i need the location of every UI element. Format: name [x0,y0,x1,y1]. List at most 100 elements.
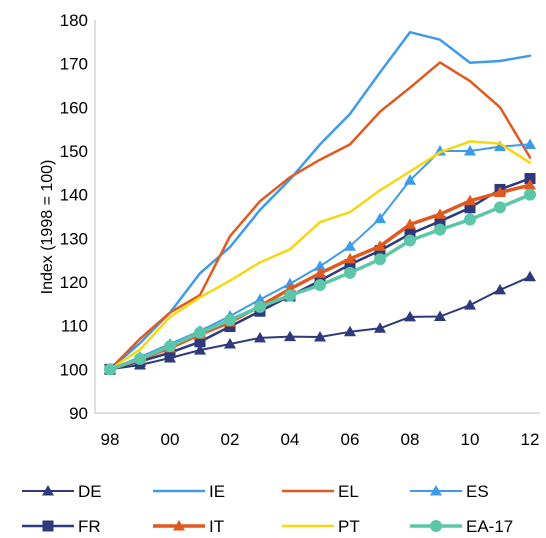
series-line-ie [108,30,532,371]
y-axis-title: Index (1998 = 100) [39,160,56,295]
legend-label-ea-17: EA-17 [466,517,513,536]
data-point-es [524,138,536,149]
data-point-es [344,240,356,251]
data-point-fr [164,347,176,359]
data-point-es [374,212,386,224]
series-line-pt [108,140,532,371]
legend-item-el: EL [282,482,359,501]
data-point-ea-17 [464,213,476,226]
data-point-es [254,293,266,304]
data-point-de [434,310,446,321]
y-tick-label: 140 [60,186,88,205]
x-tick-label: 08 [401,430,420,449]
data-point-fr [434,215,446,227]
data-point-de [494,283,506,295]
legend-label-es: ES [466,482,489,501]
series-pt [108,140,532,371]
y-tick-label: 100 [60,360,88,379]
x-tick-label: 02 [221,430,240,449]
data-point-ea-17 [254,300,266,313]
y-tick-label: 130 [60,229,88,248]
series-layer [104,30,536,376]
data-point-es [404,174,416,185]
x-tick-label: 00 [161,430,180,449]
data-point-ea-17 [344,266,356,279]
legend: DE IE EL ES FR IT PT EA-17 [22,482,513,536]
data-point-fr [344,259,356,271]
data-point-fr [464,202,476,214]
y-tick-label: 110 [61,317,88,336]
data-point-ea-17 [104,363,116,376]
data-point-ea-17 [224,313,236,326]
series-ie [108,30,532,371]
legend-item-ie: IE [153,482,225,501]
y-tick-label: 150 [60,142,88,161]
data-point-ea-17 [314,279,326,292]
x-tick-label: 12 [521,430,540,449]
legend-label-fr: FR [78,517,101,536]
data-point-de [254,331,266,343]
data-point-it [494,186,506,197]
axes [94,20,540,414]
x-tick-label: 98 [101,430,120,449]
data-point-it [524,179,536,190]
data-point-ea-17 [494,201,506,214]
data-point-de [314,331,326,342]
legend-item-it: IT [153,517,224,536]
data-point-fr [404,228,416,240]
legend-label-el: EL [338,482,359,501]
data-point-it [314,267,326,278]
data-point-es [314,260,326,271]
data-point-it [344,252,356,264]
legend-marker-de [42,485,54,496]
legend-label-pt: PT [338,517,360,536]
data-point-ea-17 [164,340,176,353]
data-point-fr [194,336,206,348]
legend-marker-fr [42,520,54,532]
y-axis-title-group: Index (1998 = 100) [39,160,56,295]
data-point-de [404,310,416,322]
legend-marker-ea-17 [430,520,442,532]
legend-item-ea-17: EA-17 [410,517,513,536]
legend-item-de: DE [22,482,102,501]
data-point-de [374,322,386,333]
data-point-de [524,270,536,282]
data-point-es [494,140,506,152]
series-ea-17 [104,188,536,376]
legend-label-it: IT [209,517,224,536]
data-point-it [464,194,476,206]
legend-item-es: ES [410,482,489,501]
data-point-de [194,344,206,355]
data-point-de [284,330,296,342]
data-point-fr [524,173,536,185]
y-tick-label: 160 [60,98,88,117]
data-point-de [344,325,356,337]
data-point-it [374,240,386,251]
series-line-el [108,61,532,371]
y-tick-label: 90 [69,404,88,423]
x-tick-label: 10 [461,430,480,449]
data-point-de [464,299,476,310]
legend-item-fr: FR [22,517,101,536]
data-point-de [224,338,236,349]
legend-marker-it [173,520,185,531]
x-tick-label: 04 [281,430,300,449]
y-tick-label: 170 [60,55,88,74]
data-point-ea-17 [194,326,206,339]
x-tick-label: 06 [341,430,360,449]
data-point-ea-17 [524,188,536,201]
data-point-ea-17 [404,234,416,247]
legend-label-ie: IE [209,482,225,501]
legend-item-pt: PT [282,517,360,536]
data-point-ea-17 [284,289,296,302]
data-point-it [404,218,416,229]
data-point-ea-17 [434,223,446,236]
data-point-ea-17 [134,352,146,365]
data-point-it [434,208,446,219]
series-el [108,61,532,371]
legend-marker-es [430,485,442,496]
x-tick-labels: 98 00 02 04 06 08 10 12 [101,430,540,449]
legend-label-de: DE [78,482,102,501]
data-point-es [464,145,476,156]
